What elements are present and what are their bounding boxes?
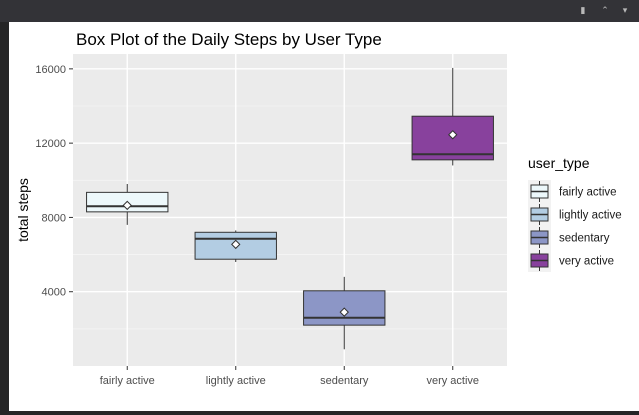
x-tick-label: sedentary (320, 375, 369, 387)
maximize-icon[interactable]: ⌃ (601, 6, 609, 16)
legend-item: very active (528, 249, 614, 272)
y-tick-label: 8000 (42, 212, 66, 224)
y-tick-label: 4000 (42, 287, 66, 299)
legend-title: user_type (528, 155, 590, 171)
window-titlebar: ▮ ⌃ ▾ (0, 0, 639, 22)
box-group (303, 276, 386, 350)
x-tick-label: lightly active (206, 375, 266, 387)
box-plot-chart: Box Plot of the Daily Steps by User Type… (15, 30, 622, 387)
legend-label: lightly active (559, 210, 622, 222)
mean-marker (122, 200, 132, 211)
legend: user_type fairly active lightly active sed… (528, 155, 622, 272)
y-tick-label: 12000 (35, 138, 66, 150)
x-tick-label: very active (426, 375, 479, 387)
mean-marker (448, 130, 458, 140)
collapse-icon[interactable]: ▾ (622, 6, 628, 16)
chart-title: Box Plot of the Daily Steps by User Type (76, 30, 382, 49)
mean-marker (339, 307, 349, 317)
legend-label: fairly active (559, 187, 617, 199)
legend-item: fairly active (528, 180, 617, 203)
boxes-layer (86, 67, 494, 350)
plot-panel: Box Plot of the Daily Steps by User Type… (9, 22, 639, 411)
legend-item: lightly active (528, 203, 622, 226)
grid-minor (73, 105, 507, 330)
box-group (411, 67, 494, 166)
y-axis-label: total steps (15, 178, 31, 242)
x-axis: fairly active lightly active sedentary very… (100, 366, 479, 387)
box-group (86, 184, 169, 225)
legend-item: sedentary (528, 226, 610, 249)
y-tick-label: 16000 (35, 64, 66, 76)
legend-label: very active (559, 256, 614, 268)
x-tick-label: fairly active (100, 375, 155, 387)
mean-marker (231, 239, 241, 250)
broom-icon[interactable]: ▮ (580, 6, 586, 16)
legend-label: sedentary (559, 233, 610, 245)
y-axis: 4000 8000 12000 16000 (35, 64, 73, 299)
box-group (194, 230, 277, 262)
